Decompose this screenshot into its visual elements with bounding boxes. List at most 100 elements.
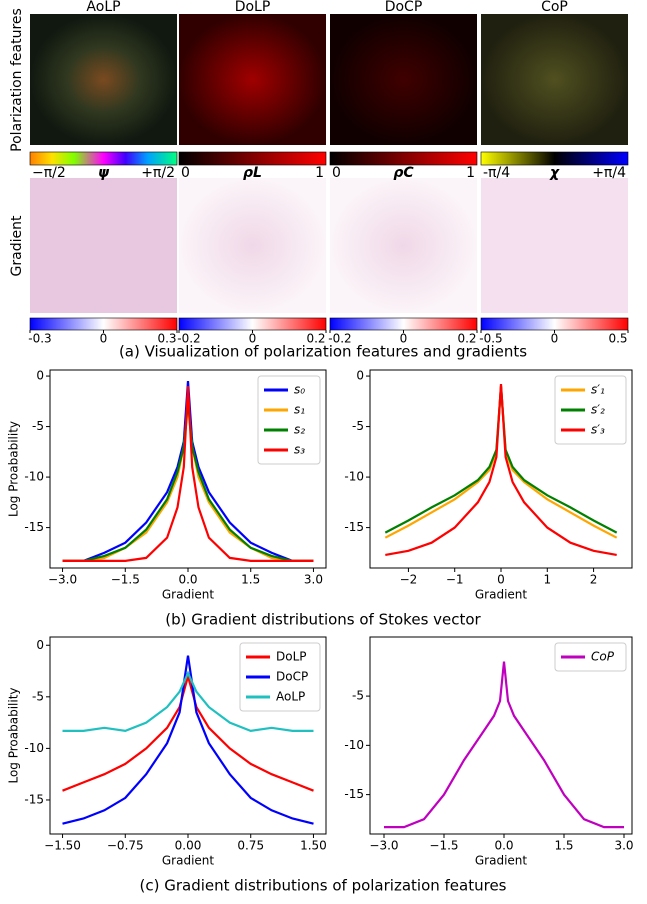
x-tick-label: 0.00 bbox=[175, 839, 202, 853]
colorbar bbox=[480, 151, 629, 166]
y-tick-label: -10 bbox=[344, 738, 364, 752]
y-tick-label: -15 bbox=[344, 787, 364, 801]
series-line bbox=[62, 670, 314, 733]
legend-label: s₀ bbox=[294, 383, 305, 397]
x-tick-label: −1 bbox=[446, 573, 464, 587]
colorbar-symbol: ρL bbox=[243, 165, 262, 181]
colorbar-tick-label: 0 bbox=[249, 332, 257, 346]
dolp-gradient-image bbox=[179, 178, 326, 313]
y-tick-label: 0 bbox=[36, 369, 44, 383]
chart: −3.0 −1.5 0.0 1.5 3.0 0 -5 -10 -15 Gradient Log Pr… bbox=[7, 369, 327, 602]
y-tick-label: -15 bbox=[24, 792, 44, 806]
column-title: CoP bbox=[541, 0, 568, 15]
docp-gradient-image bbox=[330, 178, 477, 313]
column-title: AoLP bbox=[86, 0, 120, 15]
legend-label: CoP bbox=[591, 650, 615, 664]
legend-label: s′₁ bbox=[591, 383, 605, 397]
x-tick-label: −3.0 bbox=[369, 839, 398, 853]
legend-label: s₂ bbox=[294, 423, 305, 437]
caption: (a) Visualization of polarization featur… bbox=[119, 343, 527, 361]
colorbar bbox=[29, 151, 178, 166]
series-line bbox=[62, 381, 314, 562]
column-title: DoCP bbox=[385, 0, 423, 15]
aolp-image bbox=[30, 14, 177, 145]
colorbar-tick-label: -0.2 bbox=[177, 332, 200, 346]
y-tick-label: -5 bbox=[352, 419, 364, 433]
x-tick-label: −0.75 bbox=[107, 839, 144, 853]
legend-box bbox=[239, 642, 321, 712]
x-tick-label: 3.0 bbox=[304, 573, 323, 587]
colorbar-label: +π/2 bbox=[141, 165, 175, 181]
x-tick-label: 1 bbox=[543, 573, 551, 587]
caption: (b) Gradient distributions of Stokes vec… bbox=[165, 611, 481, 629]
colorbar-label: 1 bbox=[315, 165, 324, 181]
row-label: Gradient bbox=[9, 215, 25, 276]
x-tick-label: −1.5 bbox=[429, 839, 458, 853]
colorbar-tick-label: -0.5 bbox=[479, 332, 502, 346]
colorbar-tick-label: 0 bbox=[551, 332, 559, 346]
colorbar-label: 0 bbox=[181, 165, 190, 181]
x-tick-label: −3.0 bbox=[48, 573, 77, 587]
dolp-image bbox=[179, 14, 326, 145]
x-axis-label: Gradient bbox=[475, 588, 528, 602]
colorbar-label: −π/2 bbox=[32, 165, 66, 181]
colorbar bbox=[29, 317, 178, 331]
axes-frame bbox=[49, 636, 327, 835]
colorbar-label: 1 bbox=[466, 165, 475, 181]
legend-label: s₁ bbox=[294, 403, 305, 417]
x-axis-label: Gradient bbox=[475, 854, 528, 868]
colorbar-label: -π/4 bbox=[483, 165, 510, 181]
cop-image bbox=[481, 14, 628, 145]
x-tick-label: 3.0 bbox=[614, 839, 633, 853]
x-axis-label: Gradient bbox=[162, 854, 215, 868]
colorbar bbox=[480, 317, 629, 331]
series-line bbox=[62, 672, 314, 792]
x-tick-label: −1.50 bbox=[44, 839, 81, 853]
x-tick-label: 0.75 bbox=[237, 839, 264, 853]
colorbar-tick-label: -0.2 bbox=[328, 332, 351, 346]
aolp-gradient-image bbox=[30, 178, 177, 313]
y-tick-label: -10 bbox=[24, 470, 44, 484]
y-tick-label: -15 bbox=[344, 520, 364, 534]
caption: (c) Gradient distributions of polarizati… bbox=[140, 877, 507, 895]
y-tick-label: -10 bbox=[24, 741, 44, 755]
colorbar-tick-label: 0.5 bbox=[608, 332, 627, 346]
colorbar-symbol: ρC bbox=[393, 165, 414, 181]
y-tick-label: -5 bbox=[32, 689, 44, 703]
series-line bbox=[385, 384, 617, 556]
cop-gradient-image bbox=[481, 178, 628, 313]
legend-label: AoLP bbox=[276, 690, 305, 704]
x-tick-label: 0 bbox=[497, 573, 505, 587]
colorbar bbox=[329, 317, 478, 331]
y-tick-label: -15 bbox=[24, 520, 44, 534]
docp-image bbox=[330, 14, 477, 145]
axes-frame bbox=[369, 636, 633, 835]
x-tick-label: 0.0 bbox=[178, 573, 197, 587]
legend-label: s₃ bbox=[294, 443, 305, 457]
x-tick-label: 2 bbox=[590, 573, 598, 587]
x-tick-label: 1.5 bbox=[554, 839, 573, 853]
y-tick-label: -5 bbox=[32, 419, 44, 433]
x-tick-label: −1.5 bbox=[111, 573, 140, 587]
legend-box bbox=[554, 375, 627, 445]
colorbar bbox=[178, 317, 327, 331]
y-tick-label: 0 bbox=[356, 369, 364, 383]
y-tick-label: 0 bbox=[36, 638, 44, 652]
y-tick-label: -5 bbox=[352, 689, 364, 703]
y-tick-label: -10 bbox=[344, 470, 364, 484]
legend-label: s′₃ bbox=[591, 423, 605, 437]
colorbar-tick-label: -0.3 bbox=[28, 332, 51, 346]
axes-frame bbox=[49, 369, 327, 569]
colorbar-tick-label: 0.2 bbox=[457, 332, 476, 346]
legend-box bbox=[257, 375, 321, 465]
colorbar bbox=[329, 151, 478, 166]
column-title: DoLP bbox=[235, 0, 271, 15]
chart: −3.0 −1.5 0.0 1.5 3.0 -5 -10 -15 Gradient CoP bbox=[344, 636, 634, 868]
colorbar-label: +π/4 bbox=[592, 165, 626, 181]
x-tick-label: −2 bbox=[400, 573, 418, 587]
colorbar-tick-label: 0 bbox=[400, 332, 408, 346]
x-tick-label: 1.50 bbox=[300, 839, 327, 853]
legend-label: DoLP bbox=[276, 650, 307, 664]
legend-box bbox=[554, 642, 627, 672]
